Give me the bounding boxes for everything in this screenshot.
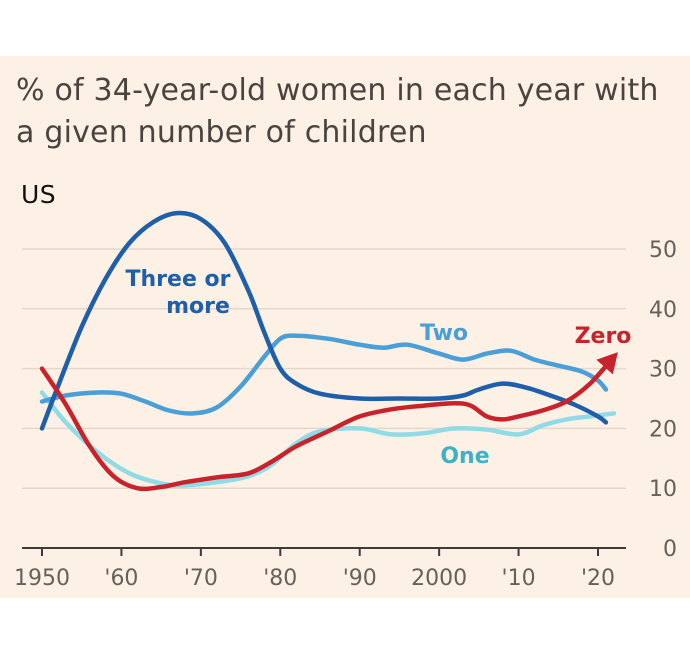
x-axis: 1950 '60 '70 '80 '90 2000 '10 '20 — [14, 547, 626, 591]
series-label-one: One — [440, 444, 489, 469]
chart-title-line-1: % of 34-year-old women in each year with — [16, 73, 659, 108]
gridlines — [22, 248, 626, 489]
y-tick-label-20: 20 — [649, 417, 677, 442]
series-lines — [39, 210, 618, 492]
y-tick-label-30: 30 — [649, 358, 677, 383]
series-label-zero: Zero — [575, 324, 632, 349]
chart-title: % of 34-year-old women in each year with… — [16, 70, 676, 154]
x-tick-label-1960: '60 — [104, 566, 138, 591]
x-tick-label-2000: 2000 — [411, 566, 467, 591]
y-tick-label-50: 50 — [649, 238, 677, 263]
series-label-two: Two — [420, 321, 468, 346]
y-axis-ticks: 0 10 20 30 40 50 — [649, 238, 677, 562]
x-tick-label-1970: '70 — [184, 566, 218, 591]
series-line-zero — [39, 354, 617, 492]
x-tick-label-1980: '80 — [263, 566, 297, 591]
series-label-three-or-more-line2: more — [166, 294, 230, 319]
x-tick-label-2010: '10 — [502, 566, 536, 591]
region-label: US — [21, 180, 57, 209]
series-line-three-or-more — [39, 210, 609, 431]
chart-title-line-2: a given number of children — [16, 115, 427, 150]
series-labels: Three or more Two One Zero — [126, 267, 632, 469]
y-tick-label-40: 40 — [649, 298, 677, 323]
x-tick-label-1950: 1950 — [14, 566, 70, 591]
series-line-two — [39, 333, 609, 416]
y-tick-label-0: 0 — [663, 537, 677, 562]
series-label-three-or-more-line1: Three or — [126, 267, 231, 292]
zero-arrowhead — [596, 352, 618, 375]
y-tick-label-10: 10 — [649, 477, 677, 502]
series-line-one — [39, 390, 617, 488]
x-tick-label-2020: '20 — [581, 566, 615, 591]
x-tick-label-1990: '90 — [343, 566, 377, 591]
chart-panel — [0, 56, 690, 598]
